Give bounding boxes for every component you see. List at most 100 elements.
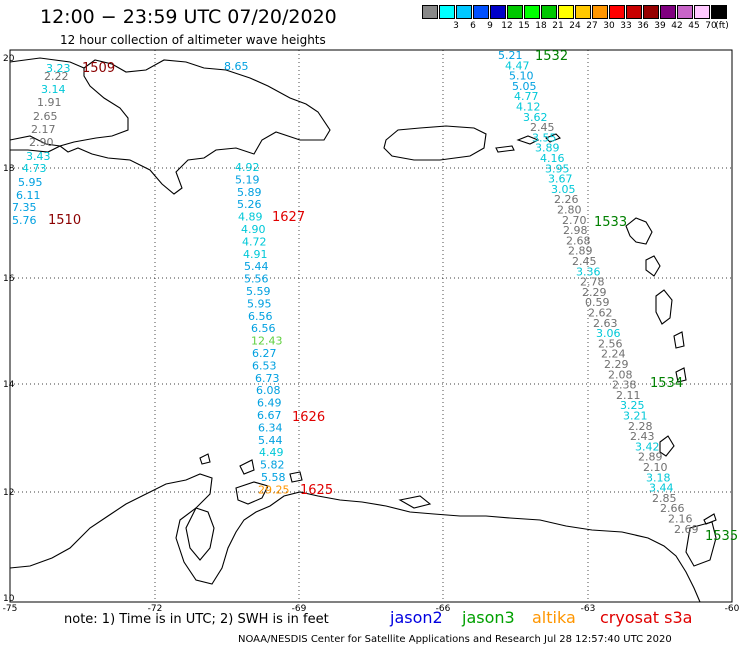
colorbar-swatch	[609, 5, 625, 19]
swh-value-label: 3.25	[620, 399, 645, 412]
swh-value-label: 5.05	[512, 80, 537, 93]
swh-value-label: 6.49	[257, 397, 282, 410]
colorbar-tick-label: 42	[671, 21, 683, 31]
colorbar-tick-label: 70	[705, 21, 717, 31]
swh-value-label: 5.58	[261, 471, 286, 484]
swh-value-label: 3.62	[523, 111, 548, 124]
swh-value-label: 2.98	[563, 224, 588, 237]
swh-value-label: 12.43	[251, 335, 283, 348]
map-frame	[9, 49, 733, 603]
pass-time-label: 1509	[82, 61, 115, 76]
colorbar-swatch	[643, 5, 659, 19]
swh-value-label: 6.56	[248, 310, 273, 323]
swh-value-label: 4.47	[505, 59, 530, 72]
latitude-tick-label: 10	[3, 594, 15, 604]
swh-value-label: 2.45	[530, 121, 555, 134]
colorbar-tick-label: 39	[654, 21, 666, 31]
coast-aruba	[199, 453, 211, 465]
sat-legend-jason3: jason3	[462, 608, 515, 627]
swh-value-label: 3.95	[545, 162, 570, 175]
map-subtitle: 12 hour collection of altimeter wave hei…	[60, 33, 326, 47]
swh-value-label: 5.76	[12, 214, 37, 227]
swh-value-label: 3.23	[46, 62, 71, 75]
pass-time-label: 1510	[48, 213, 81, 228]
swh-value-label: 4.92	[235, 161, 260, 174]
longitude-tick-label: -69	[292, 604, 307, 614]
colorbar-swatch	[592, 5, 608, 19]
coast-margarita	[398, 495, 432, 509]
latitude-tick-label: 12	[3, 488, 14, 498]
longitude-tick-label: -75	[3, 604, 18, 614]
swh-value-label: 2.63	[593, 317, 618, 330]
coast-st-lucia	[673, 331, 685, 349]
longitude-tick-label: -63	[581, 604, 596, 614]
colorbar-tick-label: 33	[620, 21, 632, 31]
swh-value-label: 2.78	[580, 276, 605, 289]
sat-legend-jason2: jason2	[390, 608, 443, 627]
coast-bonaire	[289, 471, 303, 483]
swh-value-label: 5.19	[235, 173, 260, 186]
swh-value-label: 2.65	[33, 110, 58, 123]
swh-value-label: 2.08	[608, 368, 633, 381]
pass-time-labels: 1509 1510 1627 1626 1625 1532 1533 1534 1535	[48, 49, 738, 544]
swh-value-label: 8.65	[224, 60, 249, 73]
colorbar-tick-label: 30	[603, 21, 615, 31]
swh-value-label: 4.89	[238, 211, 263, 224]
colorbar-swatch	[694, 5, 710, 19]
swh-value-label: 7.35	[12, 201, 37, 214]
swh-value-label: 5.56	[244, 273, 269, 286]
swh-value-label: 2.22	[44, 70, 69, 83]
swh-value-label: 6.11	[16, 189, 41, 202]
sat-label-cryosat: cryosat s3a	[600, 608, 693, 627]
coast-martinique	[655, 289, 673, 325]
swh-value-label: 3.42	[635, 440, 660, 453]
swh-value-label: 3.14	[41, 83, 66, 96]
swh-value-label: 0.59	[585, 296, 610, 309]
swh-value-label: 3.44	[649, 482, 674, 495]
longitude-tick-label: -60	[725, 604, 740, 614]
swh-value-label: 3.67	[548, 173, 573, 186]
coast-maracaibo-lake	[185, 507, 215, 561]
sat-label-jason3: jason3	[462, 608, 515, 627]
colorbar-tick-label: 24	[569, 21, 581, 31]
swh-value-label: 6.08	[256, 384, 281, 397]
swh-value-label: 5.95	[18, 176, 43, 189]
swh-value-label: 6.73	[255, 372, 280, 385]
swh-value-label: 3.43	[26, 150, 51, 163]
longitude-tick-label: -72	[148, 604, 163, 614]
coast-south-america	[9, 473, 701, 603]
swh-value-label: 6.67	[257, 409, 282, 422]
swh-value-labels: 3.232.223.141.912.652.172.903.434.735.95…	[12, 49, 699, 536]
swh-value-label: 2.26	[554, 193, 579, 206]
colorbar-swatch	[473, 5, 489, 19]
swh-value-label: 5.44	[258, 434, 283, 447]
pass-time-label: 1625	[300, 483, 333, 498]
swh-value-label: 2.89	[568, 245, 593, 258]
swh-value-label: 5.44	[244, 260, 269, 273]
colorbar-legend: 3 6 9 12 15 18 21 24 27 30 33 36 39 42 45 70 (ft)	[422, 5, 729, 33]
swh-value-label: 2.68	[566, 234, 591, 247]
colorbar-tick-label: 21	[552, 21, 564, 31]
credit-line: NOAA/NESDIS Center for Satellite Applica…	[238, 634, 672, 645]
sat-legend-altika: altika	[532, 608, 576, 627]
pass-time-label: 1626	[292, 410, 325, 425]
colorbar-tick-label: 9	[487, 21, 493, 31]
swh-value-label: 2.89	[638, 451, 663, 464]
swh-value-label: 5.21	[498, 49, 523, 62]
swh-value-label: 6.56	[251, 322, 276, 335]
swh-value-label: 2.85	[652, 492, 677, 505]
swh-value-label: 5.95	[247, 297, 272, 310]
colorbar-swatch	[660, 5, 676, 19]
swh-value-label: 2.45	[572, 255, 597, 268]
swh-value-label: 2.62	[588, 307, 613, 320]
colorbar-swatch	[507, 5, 523, 19]
sat-label-jason2: jason2	[390, 608, 443, 627]
colorbar-tick-label: 18	[535, 21, 547, 31]
swh-value-label: 2.24	[601, 348, 626, 361]
pass-time-label: 1535	[705, 529, 738, 544]
coast-vieques	[495, 145, 515, 153]
swh-value-label: 4.49	[259, 446, 284, 459]
swh-value-label: 6.53	[252, 359, 277, 372]
pass-time-label: 1533	[594, 215, 627, 230]
